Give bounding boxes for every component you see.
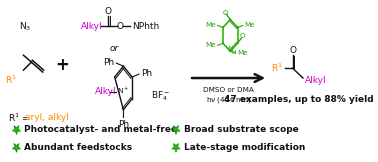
Text: R$^1$: R$^1$ — [271, 62, 283, 74]
Text: BF$_4^-$: BF$_4^-$ — [152, 89, 171, 103]
Polygon shape — [172, 143, 180, 152]
Text: O: O — [222, 10, 228, 16]
Polygon shape — [12, 126, 21, 134]
Text: O: O — [240, 33, 246, 39]
Text: Alkyl: Alkyl — [81, 22, 103, 31]
Text: or: or — [110, 44, 119, 53]
Text: Alkyl: Alkyl — [95, 87, 117, 96]
Text: +: + — [55, 56, 69, 74]
Text: O: O — [105, 7, 112, 16]
Text: R$^1$ =: R$^1$ = — [8, 111, 31, 124]
Text: Alkyl: Alkyl — [305, 75, 326, 85]
Text: N$^+$: N$^+$ — [117, 86, 130, 96]
Text: Abundant feedstocks: Abundant feedstocks — [24, 143, 132, 152]
Text: Ph: Ph — [118, 120, 129, 129]
Text: Me: Me — [205, 42, 216, 48]
Text: DMSO or DMA: DMSO or DMA — [203, 87, 254, 93]
Text: N$_3$: N$_3$ — [19, 21, 31, 33]
Text: Photocatalyst- and metal-free: Photocatalyst- and metal-free — [24, 125, 178, 134]
Text: h$\nu$ (456 nm): h$\nu$ (456 nm) — [206, 95, 251, 105]
Text: O: O — [290, 46, 297, 55]
Text: N: N — [228, 46, 233, 52]
Text: Late-stage modification: Late-stage modification — [184, 143, 305, 152]
Text: aryl, alkyl: aryl, alkyl — [25, 113, 69, 122]
Text: Me: Me — [245, 23, 255, 29]
Text: Me: Me — [205, 23, 216, 29]
Polygon shape — [12, 143, 21, 152]
Text: H: H — [232, 50, 236, 55]
Text: 47 examples, up to 88% yield: 47 examples, up to 88% yield — [224, 95, 373, 104]
Polygon shape — [172, 126, 180, 134]
Text: Ph: Ph — [104, 58, 115, 67]
Text: Me: Me — [237, 50, 248, 56]
Text: R$^1$: R$^1$ — [5, 74, 17, 86]
Text: O: O — [116, 22, 123, 31]
Text: NPhth: NPhth — [132, 22, 160, 31]
Text: Broad substrate scope: Broad substrate scope — [184, 125, 299, 134]
Text: Ph: Ph — [141, 69, 152, 78]
